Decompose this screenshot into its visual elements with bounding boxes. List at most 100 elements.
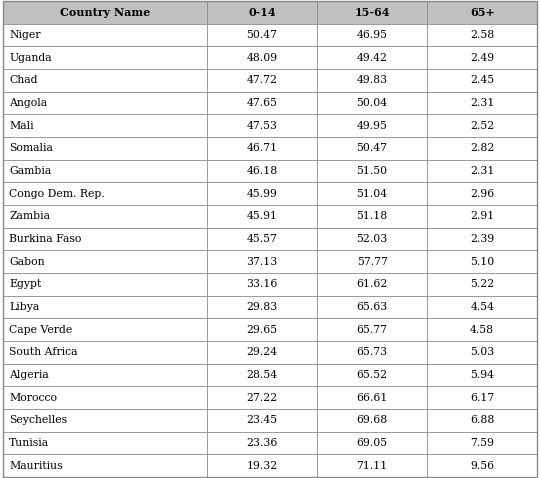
Bar — [207, 318, 317, 341]
Bar — [3, 23, 207, 46]
Text: 51.04: 51.04 — [356, 189, 388, 199]
Bar — [207, 455, 317, 477]
Bar — [427, 432, 537, 455]
Text: 51.50: 51.50 — [356, 166, 388, 176]
Bar — [427, 318, 537, 341]
Text: 2.58: 2.58 — [470, 30, 494, 40]
Text: 50.47: 50.47 — [246, 30, 278, 40]
Text: 71.11: 71.11 — [356, 461, 388, 471]
Bar — [317, 92, 427, 114]
Text: 5.03: 5.03 — [470, 348, 494, 358]
Text: Country Name: Country Name — [59, 7, 150, 18]
Bar — [207, 46, 317, 69]
Text: 2.91: 2.91 — [470, 211, 494, 221]
Bar — [427, 114, 537, 137]
Text: 5.10: 5.10 — [470, 257, 494, 267]
Text: 57.77: 57.77 — [356, 257, 388, 267]
Bar — [207, 1, 317, 23]
Text: Gambia: Gambia — [9, 166, 51, 176]
Text: 2.82: 2.82 — [470, 143, 495, 153]
Bar — [207, 114, 317, 137]
Text: 49.95: 49.95 — [356, 120, 388, 130]
Bar — [427, 137, 537, 160]
Text: Algeria: Algeria — [9, 370, 49, 380]
Bar — [207, 92, 317, 114]
Bar — [317, 250, 427, 273]
Bar — [3, 341, 207, 364]
Text: 5.94: 5.94 — [470, 370, 494, 380]
Bar — [317, 1, 427, 23]
Bar — [427, 273, 537, 296]
Bar — [427, 69, 537, 92]
Bar — [317, 228, 427, 250]
Text: 2.49: 2.49 — [470, 53, 494, 63]
Text: 29.83: 29.83 — [246, 302, 278, 312]
Text: 37.13: 37.13 — [246, 257, 278, 267]
Bar — [207, 23, 317, 46]
Text: 2.39: 2.39 — [470, 234, 494, 244]
Text: 65.63: 65.63 — [356, 302, 388, 312]
Bar — [207, 296, 317, 318]
Text: Egypt: Egypt — [9, 279, 42, 289]
Bar — [427, 296, 537, 318]
Text: 15-64: 15-64 — [354, 7, 390, 18]
Bar — [207, 182, 317, 205]
Bar — [427, 250, 537, 273]
Bar — [427, 364, 537, 386]
Text: Chad: Chad — [9, 76, 38, 85]
Bar — [3, 114, 207, 137]
Bar — [427, 23, 537, 46]
Text: 23.36: 23.36 — [246, 438, 278, 448]
Bar — [3, 46, 207, 69]
Text: Uganda: Uganda — [9, 53, 52, 63]
Bar — [3, 182, 207, 205]
Text: 61.62: 61.62 — [356, 279, 388, 289]
Bar — [207, 137, 317, 160]
Text: 49.83: 49.83 — [356, 76, 388, 85]
Bar — [3, 69, 207, 92]
Text: 29.24: 29.24 — [246, 348, 278, 358]
Bar — [427, 228, 537, 250]
Text: 47.53: 47.53 — [246, 120, 278, 130]
Text: 65.73: 65.73 — [356, 348, 388, 358]
Text: 33.16: 33.16 — [246, 279, 278, 289]
Text: 46.18: 46.18 — [246, 166, 278, 176]
Bar — [3, 386, 207, 409]
Text: 65+: 65+ — [470, 7, 495, 18]
Text: 46.71: 46.71 — [246, 143, 278, 153]
Bar — [207, 341, 317, 364]
Text: 27.22: 27.22 — [246, 393, 278, 402]
Text: Seychelles: Seychelles — [9, 415, 68, 425]
Bar — [3, 92, 207, 114]
Bar — [207, 250, 317, 273]
Text: 65.77: 65.77 — [356, 325, 388, 335]
Text: 51.18: 51.18 — [356, 211, 388, 221]
Bar — [3, 409, 207, 432]
Bar — [3, 296, 207, 318]
Text: Angola: Angola — [9, 98, 48, 108]
Bar — [427, 92, 537, 114]
Text: 45.91: 45.91 — [246, 211, 278, 221]
Text: Gabon: Gabon — [9, 257, 45, 267]
Bar — [3, 273, 207, 296]
Bar — [3, 250, 207, 273]
Bar — [317, 432, 427, 455]
Bar — [427, 182, 537, 205]
Bar — [427, 46, 537, 69]
Text: 45.99: 45.99 — [246, 189, 278, 199]
Bar — [207, 364, 317, 386]
Text: 5.22: 5.22 — [470, 279, 494, 289]
Bar — [207, 160, 317, 182]
Text: 9.56: 9.56 — [470, 461, 494, 471]
Bar — [317, 386, 427, 409]
Text: 6.88: 6.88 — [470, 415, 495, 425]
Text: 2.31: 2.31 — [470, 166, 495, 176]
Text: 45.57: 45.57 — [246, 234, 278, 244]
Text: 69.68: 69.68 — [356, 415, 388, 425]
Text: 49.42: 49.42 — [356, 53, 388, 63]
Bar — [427, 1, 537, 23]
Bar — [207, 409, 317, 432]
Text: Somalia: Somalia — [9, 143, 53, 153]
Bar — [207, 386, 317, 409]
Text: Burkina Faso: Burkina Faso — [9, 234, 82, 244]
